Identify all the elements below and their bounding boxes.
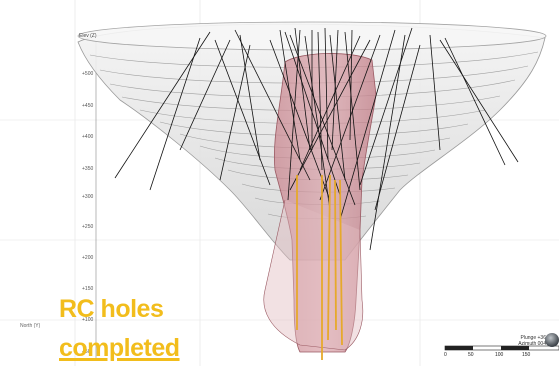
rc-holes bbox=[296, 174, 343, 360]
scale-bar-label: 150 bbox=[522, 352, 531, 358]
drillhole-traces bbox=[114, 27, 519, 251]
elev-tick-label: +200 bbox=[82, 255, 94, 261]
plunge-label: Plunge +36 bbox=[520, 335, 546, 341]
elev-tick-label: +400 bbox=[82, 134, 94, 140]
orientation-globe-icon[interactable] bbox=[545, 333, 559, 347]
elev-tick-label: +450 bbox=[82, 103, 94, 109]
elev-tick-label: +100 bbox=[82, 317, 94, 323]
elevation-axis-title: Elev (Z) bbox=[79, 33, 97, 39]
overlay-caption-line2: completed bbox=[59, 334, 180, 362]
elev-tick-label: +250 bbox=[82, 224, 94, 230]
elev-tick-label: +350 bbox=[82, 166, 94, 172]
north-axis-label: North (Y) bbox=[20, 323, 41, 329]
elev-tick-label: +300 bbox=[82, 194, 94, 200]
scale-bar-label: 0 bbox=[444, 352, 447, 358]
elev-tick-label: +500 bbox=[82, 71, 94, 77]
overlay-caption-line1: RC holes bbox=[59, 295, 164, 323]
scale-bar bbox=[444, 345, 559, 351]
scale-bar-label: 100 bbox=[495, 352, 504, 358]
elev-tick-label: +50 bbox=[82, 349, 91, 355]
elev-tick-label: +150 bbox=[82, 286, 94, 292]
azimuth-label: Azimuth 004 bbox=[518, 341, 546, 347]
scale-bar-label: 50 bbox=[468, 352, 474, 358]
